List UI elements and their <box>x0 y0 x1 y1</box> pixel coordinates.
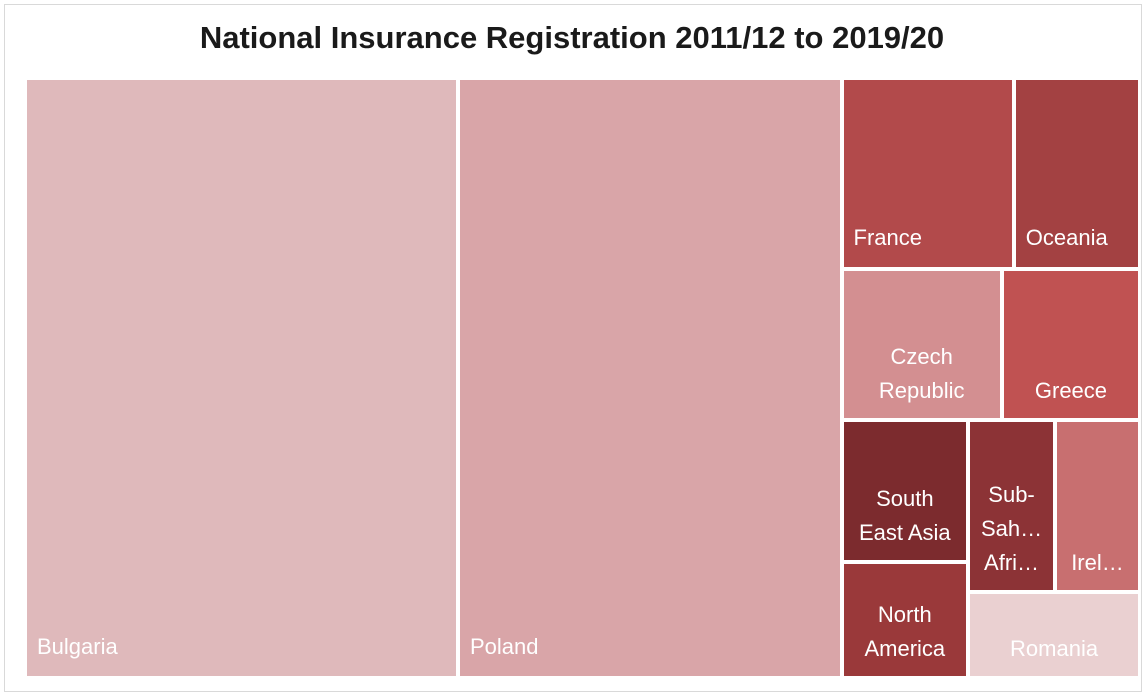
tile: Romania <box>970 594 1138 676</box>
chart-frame <box>4 4 1142 692</box>
tile: France <box>843 80 1012 268</box>
tile-label: Czech Republic <box>878 344 965 404</box>
tile-label: Irel… <box>1071 550 1124 576</box>
tile-label: Greece <box>1034 378 1108 404</box>
tile-label: South East Asia <box>858 485 951 545</box>
tile: South East Asia <box>843 422 967 560</box>
tile: Irel… <box>1056 422 1138 591</box>
tile: Bulgaria <box>27 80 456 676</box>
tile-label: Romania <box>1010 635 1099 661</box>
treemap-plot: Bulgaria Poland France Oceania Czech Republi… <box>27 80 1142 680</box>
tile: Greece <box>1003 271 1138 419</box>
tile: Czech Republic <box>843 271 1000 419</box>
tile: Oceania <box>1015 80 1138 268</box>
tile: Poland <box>459 80 840 676</box>
tile-label: France <box>853 225 922 251</box>
tile-label: Sub- Sah… Afri… <box>980 482 1043 576</box>
tile: North America <box>843 563 967 676</box>
tile-label: Bulgaria <box>37 634 118 659</box>
tile-label: Oceania <box>1025 225 1108 251</box>
chart-title: National Insurance Registration 2011/12 … <box>199 20 945 55</box>
tile-label: North America <box>864 601 946 661</box>
tile: Sub- Sah… Afri… <box>970 422 1053 591</box>
tile-label: Poland <box>469 634 539 659</box>
